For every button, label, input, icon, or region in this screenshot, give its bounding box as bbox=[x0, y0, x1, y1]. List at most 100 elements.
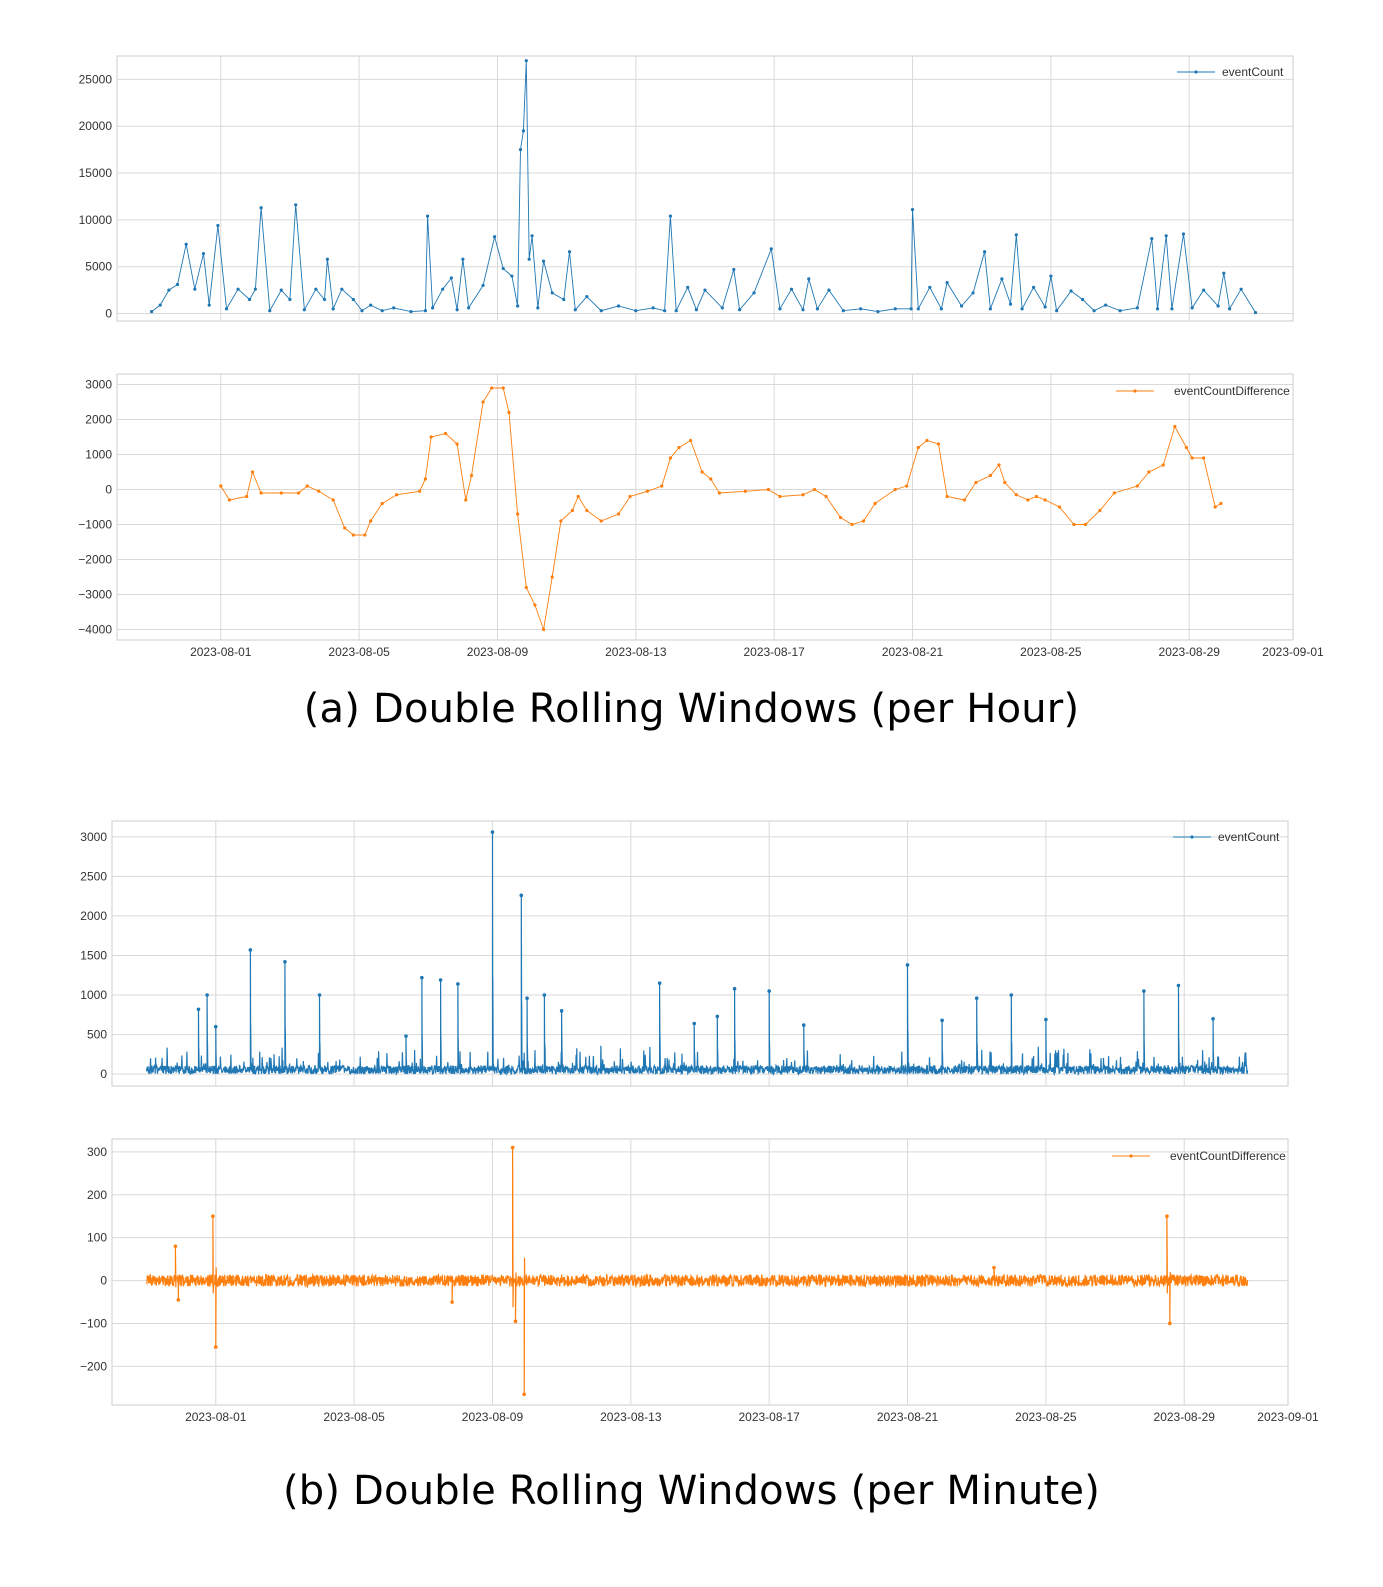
data-point bbox=[668, 214, 673, 218]
legend-marker bbox=[1190, 835, 1194, 839]
data-point bbox=[380, 501, 384, 506]
data-point bbox=[720, 306, 724, 310]
data-point bbox=[294, 203, 298, 207]
x-tick-label: 2023-08-05 bbox=[328, 645, 390, 659]
plot-frame bbox=[111, 1138, 1289, 1406]
data-point bbox=[302, 308, 306, 312]
data-point bbox=[216, 223, 220, 228]
data-point bbox=[692, 1021, 697, 1026]
data-point bbox=[250, 470, 255, 474]
data-point bbox=[201, 251, 206, 256]
legend-b-top-label: eventCount bbox=[1218, 830, 1280, 844]
data-point bbox=[1211, 1016, 1215, 1021]
data-point bbox=[709, 477, 713, 481]
data-point bbox=[778, 307, 782, 311]
data-point bbox=[634, 309, 638, 313]
data-point bbox=[1190, 306, 1194, 310]
data-point bbox=[259, 491, 263, 495]
y-tick-label: −3000 bbox=[78, 588, 112, 602]
data-point bbox=[677, 445, 681, 450]
data-point bbox=[1057, 505, 1062, 509]
data-point bbox=[431, 306, 435, 310]
data-point bbox=[769, 247, 773, 251]
data-point bbox=[1176, 983, 1181, 988]
data-point bbox=[425, 214, 430, 218]
data-point bbox=[149, 310, 154, 314]
data-point bbox=[184, 242, 188, 246]
data-point bbox=[492, 235, 497, 239]
data-point bbox=[394, 493, 399, 497]
data-point bbox=[513, 1319, 518, 1324]
data-point bbox=[1161, 463, 1165, 467]
data-point bbox=[988, 473, 992, 478]
data-point bbox=[360, 309, 364, 313]
data-point bbox=[925, 438, 929, 443]
legend-b-bottom-label: eventCountDifference bbox=[1170, 1149, 1286, 1163]
data-point bbox=[988, 307, 992, 311]
caption-a: (a) Double Rolling Windows (per Hour) bbox=[303, 686, 1080, 732]
x-tick-label: 2023-08-13 bbox=[605, 645, 667, 659]
x-tick-label: 2023-08-13 bbox=[600, 1410, 662, 1424]
x-tick-label: 2023-08-01 bbox=[185, 1410, 247, 1424]
data-point bbox=[1190, 456, 1194, 460]
series-line bbox=[151, 60, 1256, 313]
data-point bbox=[962, 498, 967, 502]
data-point bbox=[456, 982, 460, 986]
data-point bbox=[812, 487, 817, 492]
data-point bbox=[910, 207, 915, 212]
data-point bbox=[1000, 277, 1004, 281]
legend-marker bbox=[1129, 1154, 1133, 1158]
y-tick-label: 0 bbox=[100, 1274, 107, 1288]
data-point bbox=[516, 512, 520, 516]
data-point bbox=[219, 484, 223, 488]
y-tick-label: −4000 bbox=[78, 623, 112, 637]
data-point bbox=[176, 1298, 181, 1302]
data-point bbox=[700, 470, 704, 474]
data-point bbox=[959, 304, 964, 308]
data-point bbox=[616, 304, 621, 308]
y-tick-label: 100 bbox=[87, 1231, 107, 1245]
y-tick-label: −200 bbox=[80, 1359, 107, 1373]
data-point bbox=[1008, 302, 1013, 306]
y-tick-label: 1000 bbox=[80, 988, 107, 1002]
y-tick-label: 3000 bbox=[80, 830, 107, 844]
y-tick-label: 200 bbox=[87, 1188, 107, 1202]
data-point bbox=[945, 494, 949, 499]
data-point bbox=[1055, 309, 1059, 313]
data-point bbox=[916, 445, 920, 450]
data-point bbox=[945, 281, 949, 285]
legend-marker bbox=[1194, 70, 1198, 74]
data-point bbox=[1202, 456, 1206, 460]
data-point bbox=[974, 996, 979, 1000]
data-point bbox=[542, 993, 547, 997]
y-tick-label: 3000 bbox=[85, 378, 112, 392]
data-point bbox=[245, 494, 249, 499]
data-point bbox=[325, 257, 330, 261]
data-point bbox=[305, 484, 309, 488]
data-point bbox=[530, 234, 534, 238]
data-point bbox=[876, 310, 880, 314]
data-point bbox=[369, 303, 373, 307]
data-point bbox=[525, 996, 529, 1000]
data-point bbox=[789, 287, 794, 291]
data-point bbox=[893, 307, 897, 311]
data-point bbox=[599, 519, 603, 523]
data-point bbox=[599, 309, 603, 313]
data-point bbox=[585, 295, 589, 299]
series-line bbox=[146, 832, 1249, 1077]
data-point bbox=[467, 306, 471, 310]
data-point bbox=[694, 308, 698, 312]
data-point bbox=[939, 307, 943, 311]
data-point bbox=[510, 1145, 515, 1150]
data-point bbox=[1150, 236, 1154, 241]
data-point bbox=[283, 960, 287, 964]
data-point bbox=[827, 288, 831, 292]
data-point bbox=[905, 963, 910, 967]
data-point bbox=[248, 948, 253, 952]
data-point bbox=[227, 498, 232, 502]
y-tick-label: 0 bbox=[100, 1067, 107, 1081]
data-point bbox=[331, 498, 335, 502]
x-tick-label: 2023-08-29 bbox=[1159, 645, 1221, 659]
data-point bbox=[1098, 508, 1102, 513]
data-point bbox=[686, 285, 690, 289]
